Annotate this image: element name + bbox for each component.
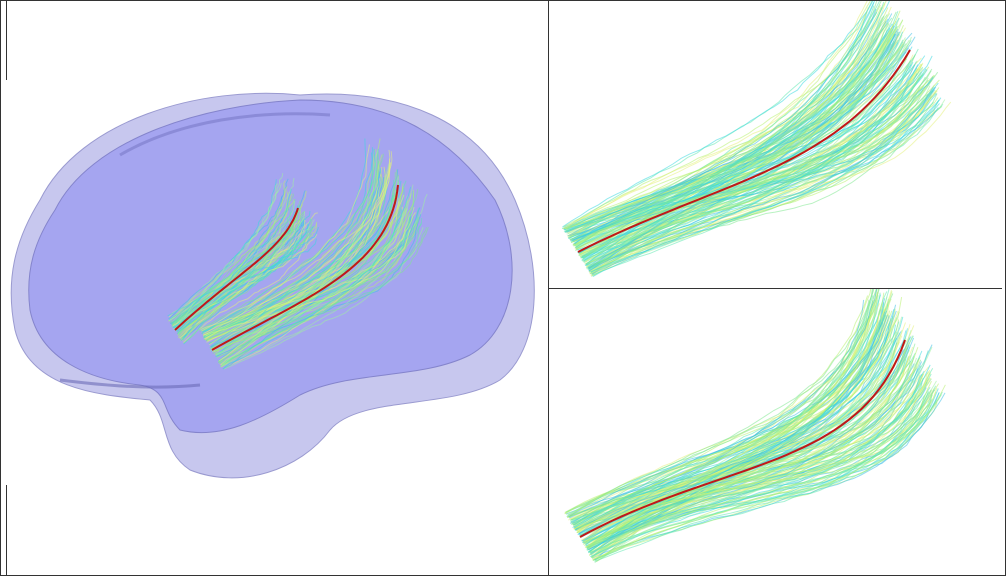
- fiber: [205, 154, 383, 341]
- fiber: [580, 315, 890, 537]
- fiber: [590, 89, 936, 273]
- fiber: [590, 346, 933, 558]
- fiber: [217, 217, 420, 358]
- fiber: [172, 233, 318, 327]
- fiber: [215, 184, 414, 356]
- fiber: [566, 42, 906, 235]
- fiber: [572, 15, 885, 245]
- fiber: [220, 208, 407, 368]
- fiber: [203, 172, 396, 338]
- fiber: [169, 212, 304, 323]
- fiber: [586, 289, 875, 548]
- brain-view: [10, 92, 535, 479]
- fiber: [567, 303, 880, 518]
- fiber: [219, 162, 391, 362]
- fiber: [202, 144, 370, 336]
- centerline: [577, 49, 911, 253]
- fiber-bundle: [561, 1, 952, 278]
- fiber: [581, 11, 868, 261]
- fiber: [587, 349, 904, 551]
- fiber: [594, 385, 937, 562]
- fiber: [591, 87, 936, 276]
- fiber: [580, 68, 933, 259]
- fiber: [569, 74, 924, 240]
- fiber: [567, 356, 921, 518]
- fiber: [182, 205, 299, 341]
- fiber-bundle: [167, 138, 429, 370]
- fiber: [589, 328, 908, 552]
- sulcus: [59, 378, 201, 389]
- fiber: [588, 90, 938, 273]
- fiber: [179, 219, 306, 339]
- fiber: [574, 8, 877, 245]
- fiber: [592, 392, 934, 557]
- fiber: [586, 394, 933, 549]
- fiber: [587, 289, 877, 551]
- fiber: [585, 308, 895, 546]
- fiber: [174, 188, 292, 329]
- fiber: [588, 86, 937, 272]
- fiber: [567, 293, 894, 516]
- fiber: [573, 338, 897, 529]
- fiber: [582, 355, 912, 545]
- fiber: [205, 212, 416, 337]
- fiber: [584, 306, 884, 543]
- fiber: [223, 186, 412, 369]
- fiber: [589, 289, 873, 553]
- centerline: [579, 339, 906, 538]
- fiber: [210, 207, 421, 348]
- fiber: [589, 370, 925, 558]
- fiber-bundle: [564, 289, 946, 563]
- fiber: [571, 289, 874, 524]
- fiber: [167, 238, 317, 317]
- sulcus: [119, 112, 331, 157]
- fiber: [179, 204, 304, 341]
- fiber: [215, 152, 373, 357]
- fiber: [572, 32, 913, 242]
- fiber: [203, 166, 391, 335]
- fiber: [571, 63, 922, 243]
- fiber: [220, 214, 410, 368]
- fiber: [565, 55, 916, 233]
- centerline: [174, 207, 299, 331]
- fiber: [171, 193, 294, 328]
- fiber: [584, 87, 940, 265]
- fiber: [210, 201, 408, 351]
- fiber: [579, 289, 892, 539]
- fiber: [175, 218, 312, 332]
- fiber: [571, 55, 926, 241]
- fiber: [575, 14, 888, 248]
- fiber: [570, 70, 932, 243]
- fiber: [582, 404, 932, 543]
- fiber: [569, 359, 922, 521]
- fiber: [216, 163, 390, 355]
- fiber: [210, 168, 382, 348]
- fiber: [564, 64, 916, 233]
- fiber: [201, 158, 391, 332]
- fiber: [573, 27, 891, 244]
- centerline: [211, 184, 399, 351]
- fiber: [562, 1, 874, 228]
- fiber: [564, 1, 873, 230]
- fiber: [568, 331, 902, 519]
- fiber: [570, 346, 909, 521]
- fiber: [564, 7, 869, 230]
- fiber: [562, 21, 887, 230]
- fiber: [200, 229, 411, 331]
- fiber: [588, 34, 897, 270]
